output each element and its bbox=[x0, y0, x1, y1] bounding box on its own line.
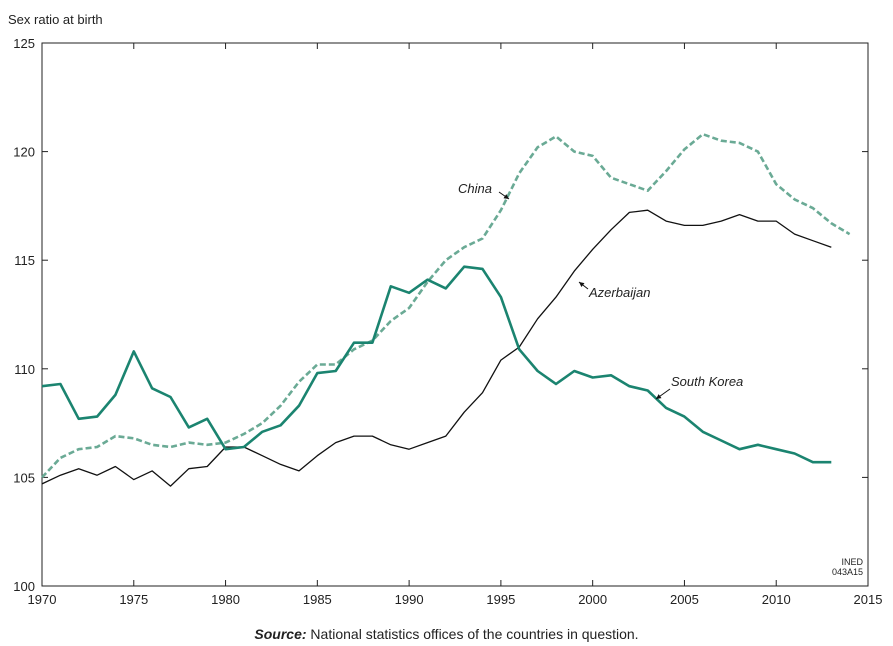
y-tick-label: 115 bbox=[14, 253, 35, 268]
x-tick-label: 2010 bbox=[762, 592, 791, 607]
credit-line: 043A15 bbox=[832, 567, 863, 577]
annotation-arrowhead-south-korea bbox=[656, 394, 662, 399]
y-tick-label: 120 bbox=[13, 145, 35, 160]
x-tick-label: 2000 bbox=[578, 592, 607, 607]
series-line-south-korea bbox=[41, 265, 832, 464]
annotation-china: China bbox=[458, 181, 492, 196]
x-tick-label: 2005 bbox=[670, 592, 699, 607]
y-tick-label: 105 bbox=[13, 470, 35, 485]
y-tick-label: 100 bbox=[13, 579, 35, 594]
x-tick-label: 1990 bbox=[395, 592, 424, 607]
series-line-azerbaijan bbox=[41, 209, 832, 487]
credit-line: INED bbox=[841, 557, 863, 567]
annotation-azerbaijan: Azerbaijan bbox=[588, 285, 650, 300]
source-note: Source: National statistics offices of t… bbox=[0, 626, 893, 642]
plot-frame bbox=[41, 42, 869, 587]
series-line-china bbox=[41, 132, 851, 479]
series-annotations: China Azerbaijan South Korea bbox=[458, 181, 743, 400]
x-tick-label: 1970 bbox=[28, 592, 57, 607]
x-tick-label: 1995 bbox=[486, 592, 515, 607]
y-tick-label: 110 bbox=[14, 362, 35, 377]
annotation-arrowhead-azerbaijan bbox=[579, 282, 585, 287]
x-tick-label: 1985 bbox=[303, 592, 332, 607]
x-tick-label: 1975 bbox=[119, 592, 148, 607]
annotation-arrowhead-china bbox=[503, 194, 509, 199]
x-tick-label: 2015 bbox=[854, 592, 883, 607]
axis-ticks: 1970 1975 1980 1985 1990 1995 2000 2005 2010 2015… bbox=[13, 36, 882, 607]
source-text: National statistics offices of the count… bbox=[306, 626, 639, 642]
series-lines bbox=[41, 132, 851, 487]
x-tick-label: 1980 bbox=[211, 592, 240, 607]
y-tick-label: 125 bbox=[13, 36, 35, 51]
source-label: Source: bbox=[254, 626, 307, 642]
y-axis-title: Sex ratio at birth bbox=[8, 12, 103, 27]
annotation-south-korea: South Korea bbox=[671, 374, 743, 389]
